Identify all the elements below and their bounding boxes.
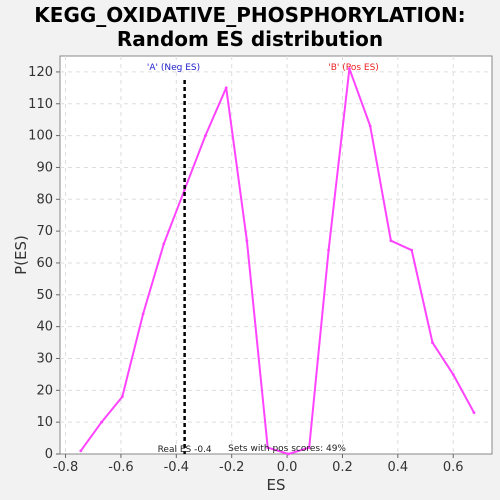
data-point <box>473 411 476 414</box>
x-tick-label: 0.4 <box>388 460 409 475</box>
y-tick-label: 90 <box>36 160 53 175</box>
x-tick-label: -0.4 <box>164 460 189 475</box>
real-es-label: Real ES -0.4 <box>158 445 212 455</box>
x-tick-label: 0.2 <box>332 460 353 475</box>
data-point <box>452 373 455 376</box>
chart-title-line-2: Random ES distribution <box>117 27 383 51</box>
data-point <box>142 313 145 316</box>
pos-es-label: 'B' (Pos ES) <box>328 63 379 73</box>
data-point <box>431 341 434 344</box>
data-point <box>100 421 103 424</box>
y-tick-label: 80 <box>36 192 53 207</box>
y-tick-label: 20 <box>36 383 53 398</box>
data-point <box>204 134 207 137</box>
y-tick-label: 10 <box>36 415 53 430</box>
data-point <box>121 395 124 398</box>
x-tick-label: -0.8 <box>53 460 78 475</box>
data-point <box>410 249 413 252</box>
data-point <box>225 86 228 89</box>
chart-title-line-1: KEGG_OXIDATIVE_PHOSPHORYLATION: <box>34 3 465 27</box>
neg-es-label: 'A' (Neg ES) <box>147 63 200 73</box>
x-tick-label: -0.2 <box>219 460 244 475</box>
data-point <box>327 249 330 252</box>
data-point <box>369 125 372 128</box>
data-point <box>79 449 82 452</box>
y-tick-label: 120 <box>28 65 53 80</box>
data-point <box>162 243 165 246</box>
y-tick-label: 70 <box>36 224 53 239</box>
y-axis-title: P(ES) <box>12 235 30 275</box>
data-point <box>246 239 249 242</box>
x-tick-label: -0.6 <box>108 460 133 475</box>
y-tick-label: 60 <box>36 256 53 271</box>
x-axis-title: ES <box>267 476 286 494</box>
y-tick-label: 110 <box>28 97 53 112</box>
pos-scores-note: Sets with pos scores: 49% <box>228 444 346 454</box>
plot-area <box>60 56 492 454</box>
x-tick-label: 0.6 <box>443 460 464 475</box>
y-tick-label: 30 <box>36 351 53 366</box>
data-point <box>390 239 393 242</box>
y-tick-label: 0 <box>45 447 53 462</box>
y-tick-label: 50 <box>36 288 53 303</box>
y-tick-label: 100 <box>28 129 53 144</box>
y-tick-label: 40 <box>36 320 53 335</box>
x-tick-label: 0.0 <box>277 460 298 475</box>
